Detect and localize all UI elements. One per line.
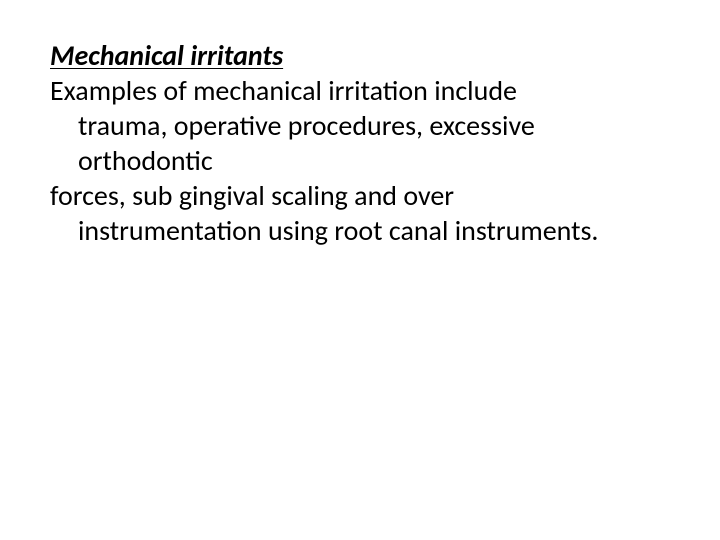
body-line-4: forces, sub gingival scaling and over xyxy=(50,178,670,213)
heading-mechanical-irritants: Mechanical irritants xyxy=(50,38,670,73)
slide-body: Mechanical irritants Examples of mechani… xyxy=(0,0,720,540)
body-line-3: orthodontic xyxy=(50,143,670,178)
body-line-5: instrumentation using root canal instrum… xyxy=(50,213,670,248)
body-line-1: Examples of mechanical irritation includ… xyxy=(50,73,670,108)
body-line-2: trauma, operative procedures, excessive xyxy=(50,108,670,143)
